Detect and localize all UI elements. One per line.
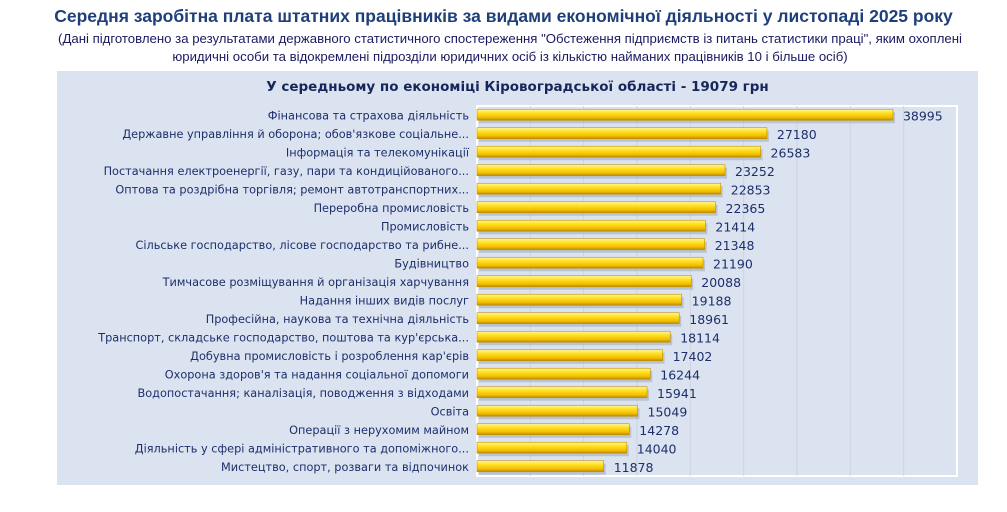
category-label: Постачання електроенергії, газу, пари та…: [104, 165, 469, 178]
category-label: Фінансова та страхова діяльність: [268, 109, 469, 122]
category-label: Переробна промисловість: [314, 202, 469, 215]
category-label: Добувна промисловість і розроблення кар'…: [190, 350, 469, 363]
bar: [476, 164, 726, 177]
bar: [476, 275, 692, 288]
category-label: Мистецтво, спорт, розваги та відпочинок: [221, 461, 469, 474]
bar: [476, 293, 682, 306]
bar: [476, 108, 894, 121]
data-label: 11878: [614, 460, 654, 475]
category-label: Державне управління й оборона; обов'язко…: [122, 128, 469, 141]
data-label: 18114: [680, 330, 720, 345]
category-label: Операції з нерухомим майном: [289, 424, 469, 437]
category-label: Надання інших видів послуг: [300, 294, 469, 307]
bar: [476, 330, 671, 343]
data-label: 22853: [731, 182, 771, 197]
category-label: Транспорт, складське господарство, пошто…: [97, 331, 469, 344]
data-label: 22365: [726, 201, 766, 216]
bar: [476, 256, 704, 269]
category-label: Будівництво: [394, 257, 469, 270]
category-label: Охорона здоров'я та надання соціальної д…: [165, 368, 469, 381]
category-label: Промисловість: [381, 220, 469, 233]
bar: [476, 201, 716, 214]
data-label: 21190: [713, 256, 753, 271]
data-label: 14040: [637, 441, 677, 456]
category-label: Інформація та телекомунікації: [286, 146, 470, 159]
data-label: 21348: [715, 238, 755, 253]
data-label: 14278: [639, 423, 679, 438]
data-label: 21414: [715, 219, 755, 234]
category-label: Водопостачання; каналізація, поводження …: [138, 387, 469, 400]
category-label: Тимчасове розміщування й організація хар…: [162, 276, 469, 289]
bar: [476, 441, 628, 454]
bar: [476, 349, 663, 362]
category-label: Професійна, наукова та технічна діяльніс…: [206, 313, 469, 326]
bar: [476, 127, 768, 140]
data-label: 16244: [660, 367, 700, 382]
bar: [476, 367, 651, 380]
data-label: 15941: [657, 386, 697, 401]
bar: [476, 404, 638, 417]
bar: [476, 386, 648, 399]
data-label: 20088: [701, 275, 741, 290]
bar: [476, 460, 604, 473]
category-label: Діяльність у сфері адміністративного та …: [135, 442, 469, 455]
bar: [476, 182, 722, 195]
data-label: 38995: [903, 108, 943, 123]
bar: [476, 145, 761, 158]
bar: [476, 238, 706, 251]
category-label: Сільське господарство, лісове господарст…: [135, 239, 469, 252]
data-label: 27180: [777, 127, 817, 142]
data-label: 23252: [735, 164, 775, 179]
chart-title: У середньому по економіці Кіровоградсько…: [266, 79, 769, 95]
category-label: Оптова та роздрібна торгівля; ремонт авт…: [115, 183, 469, 196]
page-title: Середня заробітна плата штатних працівни…: [54, 6, 953, 26]
data-label: 15049: [648, 404, 688, 419]
data-label: 18961: [689, 312, 729, 327]
bar: [476, 312, 680, 325]
data-label: 19188: [692, 293, 732, 308]
data-label: 17402: [673, 349, 713, 364]
bar: [476, 219, 706, 232]
plot-area: [476, 105, 958, 477]
page-subtitle: (Дані підготовлено за результатами держа…: [58, 31, 962, 64]
bar: [476, 423, 630, 436]
category-label: Освіта: [431, 405, 469, 418]
data-label: 26583: [771, 145, 811, 160]
